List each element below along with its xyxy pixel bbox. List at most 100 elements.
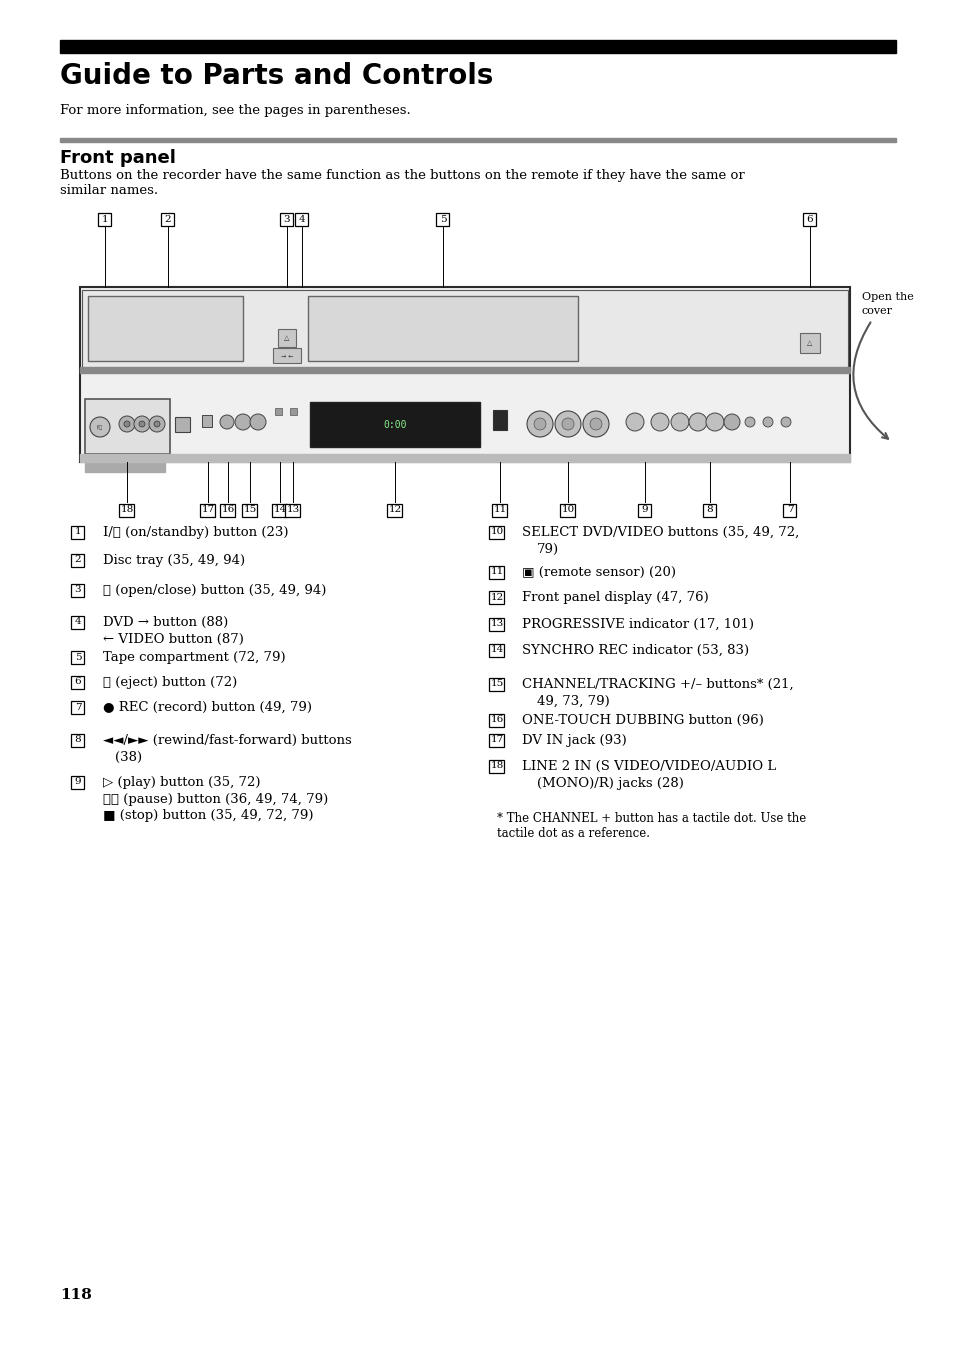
Circle shape <box>650 412 668 431</box>
Text: 15: 15 <box>243 506 256 515</box>
Circle shape <box>582 411 608 437</box>
Bar <box>702 503 716 516</box>
Bar <box>802 212 816 226</box>
Circle shape <box>234 414 251 430</box>
Circle shape <box>744 416 754 427</box>
Circle shape <box>781 416 790 427</box>
Circle shape <box>526 411 553 437</box>
Bar <box>273 347 301 362</box>
Text: cover: cover <box>862 306 892 316</box>
Text: ❚❚ (pause) button (36, 49, 74, 79): ❚❚ (pause) button (36, 49, 74, 79) <box>103 792 328 806</box>
Text: Guide to Parts and Controls: Guide to Parts and Controls <box>60 62 493 91</box>
Text: 5: 5 <box>439 215 446 223</box>
Circle shape <box>534 418 545 430</box>
Text: 4: 4 <box>74 618 81 626</box>
Text: I/⏻: I/⏻ <box>97 425 103 430</box>
Bar <box>220 503 235 516</box>
Text: Disc tray (35, 49, 94): Disc tray (35, 49, 94) <box>103 554 245 568</box>
Bar <box>489 618 504 630</box>
Text: 7: 7 <box>786 506 793 515</box>
Text: 17: 17 <box>490 735 503 745</box>
Text: 8: 8 <box>74 735 81 745</box>
Bar <box>489 734 504 746</box>
Text: ≙ (open/close) button (35, 49, 94): ≙ (open/close) button (35, 49, 94) <box>103 584 326 598</box>
Circle shape <box>133 416 150 433</box>
Text: 1: 1 <box>74 527 81 537</box>
Text: 14: 14 <box>274 506 286 515</box>
Bar <box>85 399 170 454</box>
Text: 3: 3 <box>74 585 81 595</box>
Text: 8: 8 <box>706 506 713 515</box>
Text: 16: 16 <box>490 715 503 725</box>
Text: 5: 5 <box>74 653 81 661</box>
Circle shape <box>670 412 688 431</box>
Bar <box>489 677 504 691</box>
Circle shape <box>555 411 580 437</box>
Circle shape <box>625 412 643 431</box>
Bar <box>277 329 295 347</box>
Text: ← VIDEO button (87): ← VIDEO button (87) <box>103 633 244 646</box>
Bar <box>273 503 287 516</box>
Bar <box>308 296 578 361</box>
Text: 1: 1 <box>102 215 109 223</box>
Text: 118: 118 <box>60 1288 91 1302</box>
Text: tactile dot as a reference.: tactile dot as a reference. <box>497 827 649 840</box>
Text: 10: 10 <box>490 527 503 537</box>
Text: 9: 9 <box>641 506 648 515</box>
Text: LINE 2 IN (S VIDEO/VIDEO/AUDIO L: LINE 2 IN (S VIDEO/VIDEO/AUDIO L <box>521 760 776 773</box>
Text: * The CHANNEL + button has a tactile dot. Use the: * The CHANNEL + button has a tactile dot… <box>497 813 805 825</box>
Bar <box>60 41 895 53</box>
Bar <box>560 503 575 516</box>
Text: For more information, see the pages in parentheses.: For more information, see the pages in p… <box>60 104 411 118</box>
Text: 4: 4 <box>298 215 305 223</box>
Bar <box>85 460 165 472</box>
Circle shape <box>561 418 574 430</box>
Bar <box>98 212 112 226</box>
Text: PROGRESSIVE indicator (17, 101): PROGRESSIVE indicator (17, 101) <box>521 618 753 631</box>
Bar <box>88 296 243 361</box>
Bar <box>242 503 257 516</box>
Text: 15: 15 <box>490 680 503 688</box>
Bar <box>489 591 504 603</box>
Circle shape <box>119 416 135 433</box>
Text: 13: 13 <box>490 619 503 629</box>
Bar <box>161 212 174 226</box>
Text: I/⏻ (on/standby) button (23): I/⏻ (on/standby) button (23) <box>103 526 288 539</box>
Text: similar names.: similar names. <box>60 184 158 197</box>
Text: △: △ <box>806 339 812 346</box>
Text: 0:00: 0:00 <box>383 420 406 430</box>
Text: 49, 73, 79): 49, 73, 79) <box>537 695 609 707</box>
Text: CHANNEL/TRACKING +/– buttons* (21,: CHANNEL/TRACKING +/– buttons* (21, <box>521 679 793 691</box>
Text: 6: 6 <box>74 677 81 687</box>
Bar <box>489 714 504 726</box>
Bar <box>489 644 504 657</box>
Bar <box>71 734 85 746</box>
Text: ▣ (remote sensor) (20): ▣ (remote sensor) (20) <box>521 566 676 579</box>
Text: ONE-TOUCH DUBBING button (96): ONE-TOUCH DUBBING button (96) <box>521 714 763 727</box>
Bar <box>71 700 85 714</box>
Circle shape <box>688 412 706 431</box>
Text: SELECT DVD/VIDEO buttons (35, 49, 72,: SELECT DVD/VIDEO buttons (35, 49, 72, <box>521 526 799 539</box>
Bar <box>489 526 504 538</box>
Text: 2: 2 <box>74 556 81 565</box>
Text: → ←: → ← <box>280 353 293 358</box>
Bar <box>71 776 85 788</box>
Bar <box>274 408 282 415</box>
Bar <box>80 366 849 373</box>
Text: 14: 14 <box>490 645 503 654</box>
Bar <box>71 676 85 688</box>
Text: 12: 12 <box>490 592 503 602</box>
Bar <box>174 416 190 433</box>
Text: (38): (38) <box>115 750 142 764</box>
Text: 18: 18 <box>490 761 503 771</box>
Circle shape <box>220 415 233 429</box>
Bar <box>280 212 294 226</box>
Text: ● REC (record) button (49, 79): ● REC (record) button (49, 79) <box>103 702 312 714</box>
Bar <box>489 565 504 579</box>
Bar <box>71 584 85 596</box>
Text: 12: 12 <box>388 506 401 515</box>
Bar <box>71 650 85 664</box>
Bar <box>71 615 85 629</box>
Bar <box>492 503 507 516</box>
Bar <box>782 503 796 516</box>
